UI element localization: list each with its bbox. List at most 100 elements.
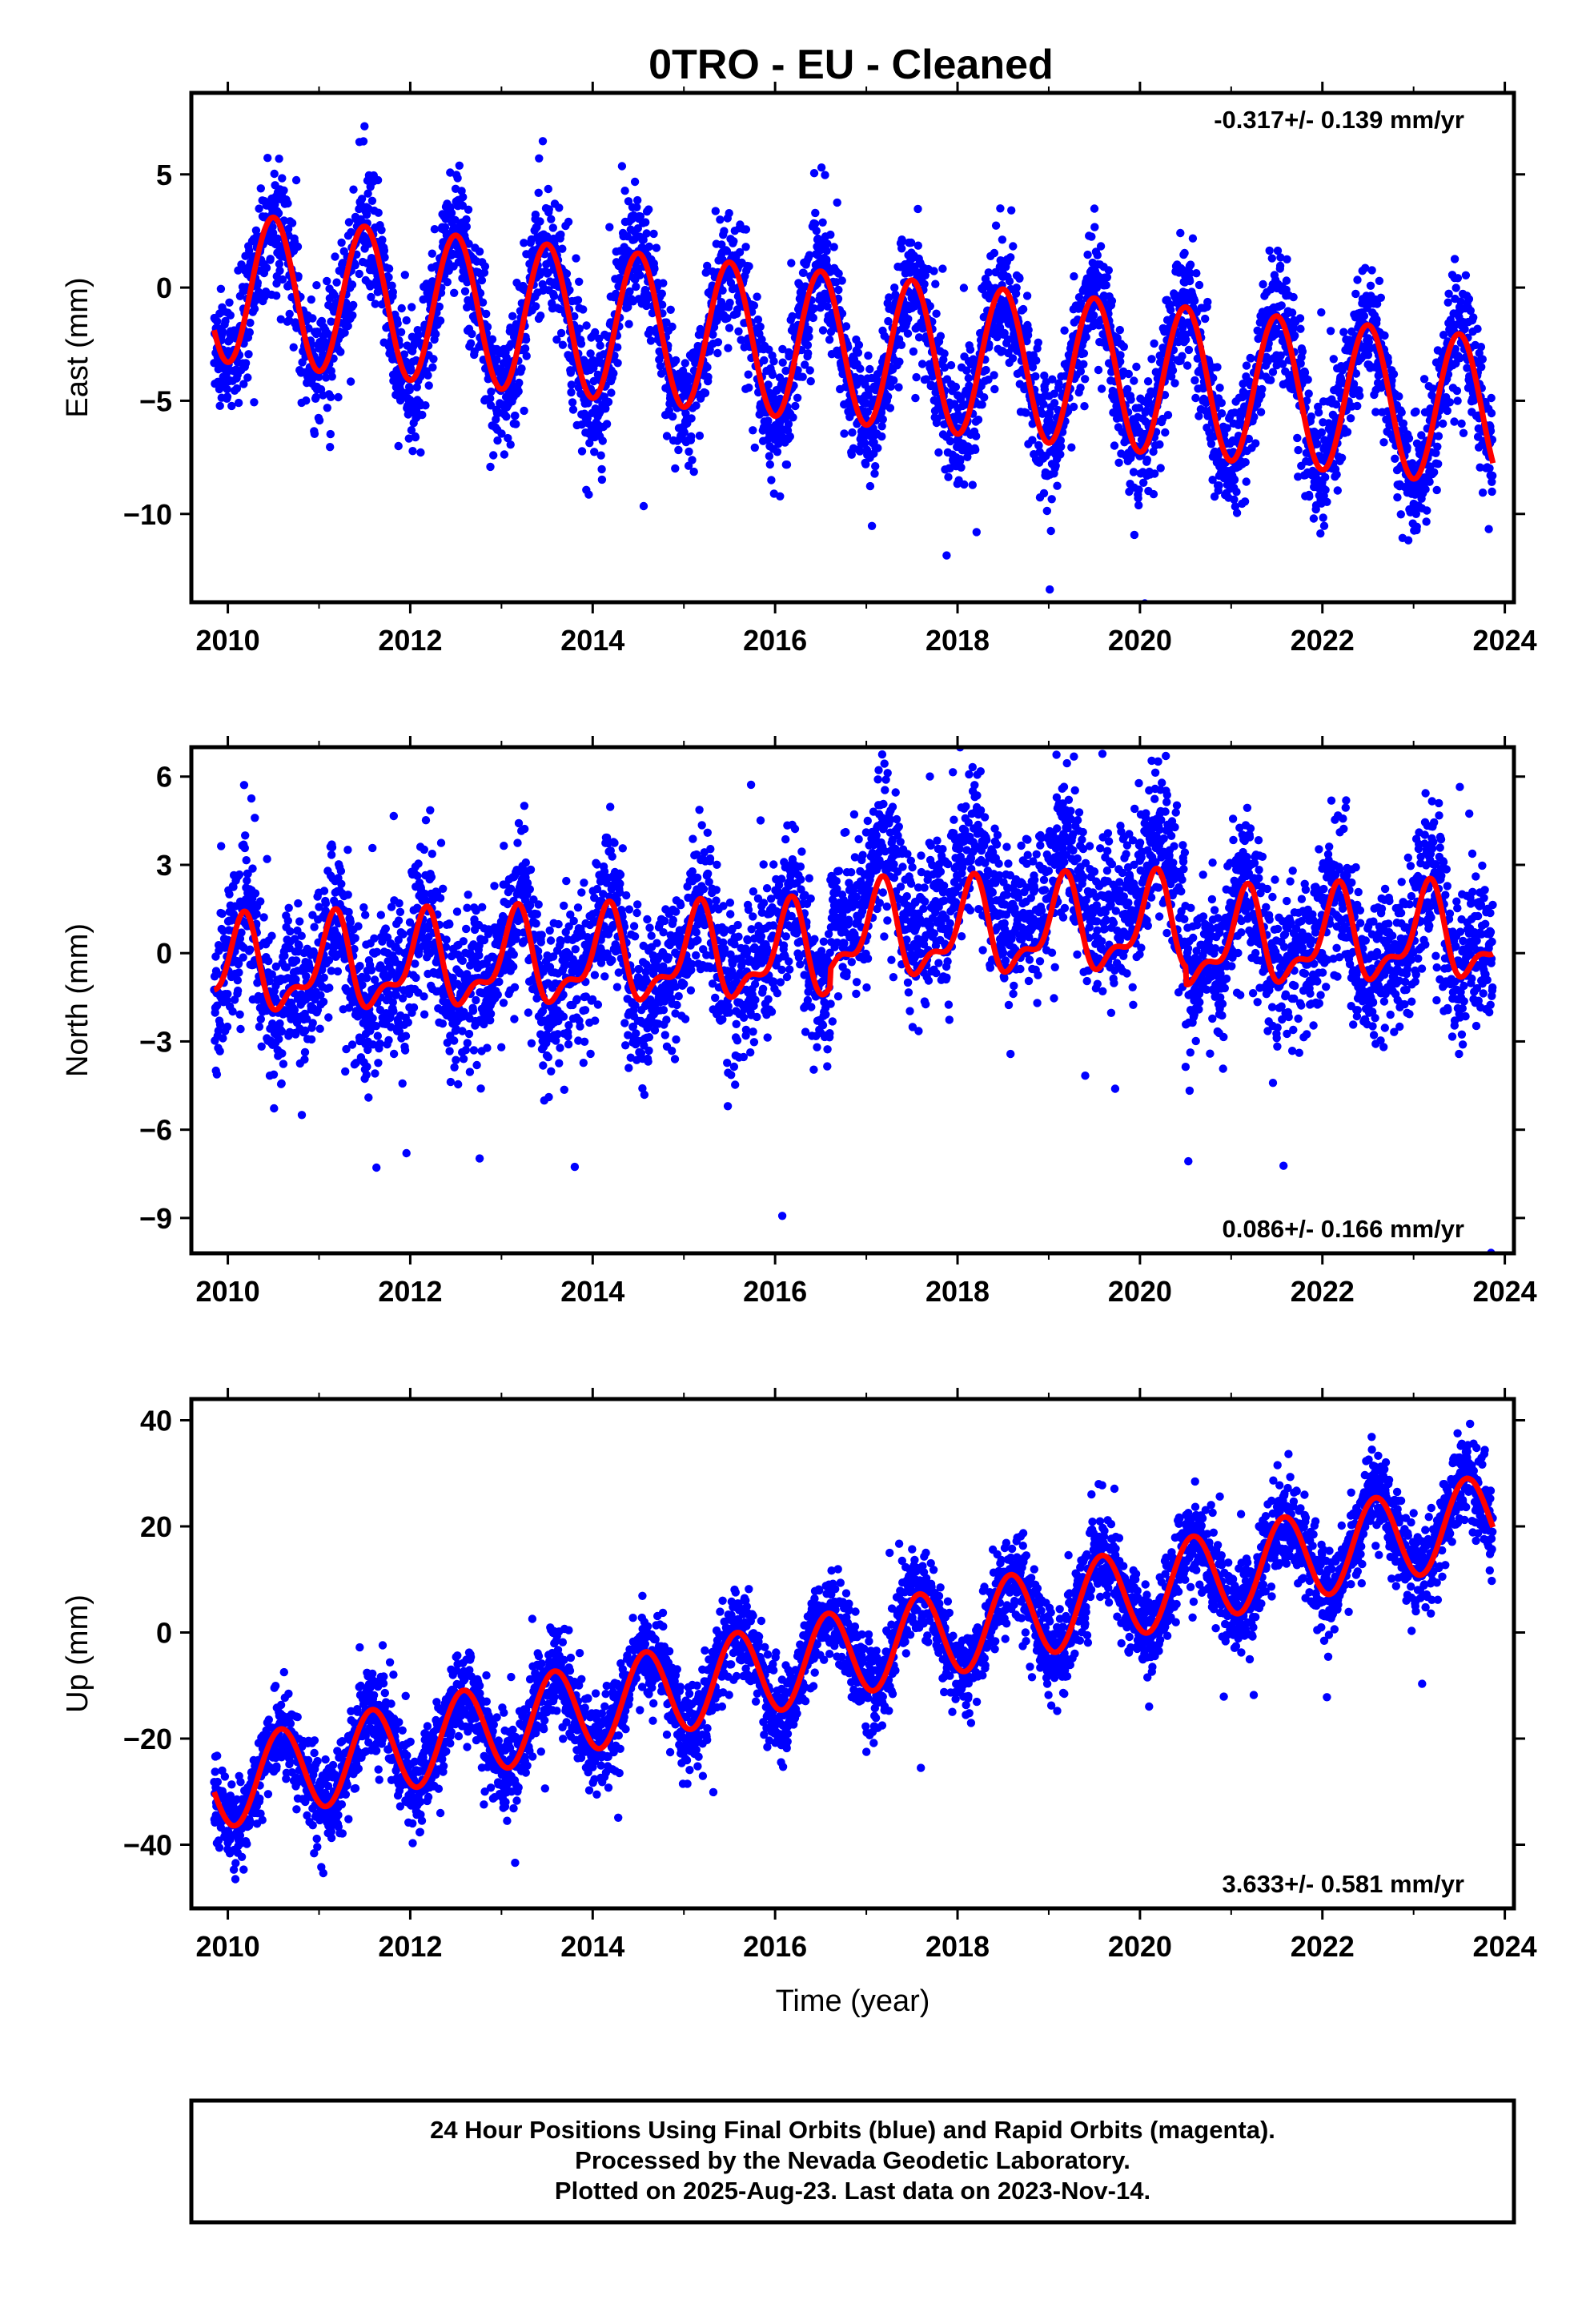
data-point bbox=[256, 184, 265, 193]
data-point bbox=[1359, 312, 1369, 320]
data-point bbox=[701, 388, 710, 397]
data-point bbox=[1082, 332, 1090, 342]
data-point bbox=[659, 279, 668, 287]
data-point bbox=[319, 887, 329, 895]
data-point bbox=[1119, 342, 1129, 352]
data-point bbox=[1009, 242, 1018, 251]
data-point bbox=[897, 244, 906, 253]
data-point bbox=[801, 360, 809, 369]
data-point bbox=[942, 551, 951, 560]
data-point bbox=[450, 288, 459, 297]
data-point bbox=[734, 327, 743, 336]
data-point bbox=[644, 205, 653, 214]
data-point bbox=[548, 223, 557, 232]
data-point bbox=[1081, 375, 1090, 384]
data-point bbox=[304, 324, 313, 333]
data-point bbox=[326, 443, 335, 452]
data-point bbox=[1134, 501, 1143, 510]
data-point bbox=[798, 372, 807, 381]
data-point bbox=[757, 335, 766, 344]
data-point bbox=[1303, 375, 1312, 384]
data-point bbox=[219, 1034, 227, 1043]
data-point bbox=[1389, 370, 1399, 379]
data-point bbox=[768, 370, 777, 380]
data-point bbox=[750, 443, 759, 452]
data-point bbox=[764, 416, 773, 425]
data-point bbox=[944, 472, 953, 481]
data-point bbox=[455, 161, 464, 170]
data-point bbox=[1459, 428, 1468, 437]
data-point bbox=[723, 314, 732, 323]
data-point bbox=[267, 931, 276, 940]
data-point bbox=[974, 415, 983, 424]
data-point bbox=[1267, 254, 1277, 263]
data-point bbox=[1321, 485, 1330, 494]
data-point bbox=[1434, 432, 1443, 440]
data-point bbox=[1443, 406, 1452, 416]
data-point bbox=[848, 428, 857, 437]
data-point bbox=[1421, 485, 1430, 494]
data-point bbox=[435, 302, 444, 312]
data-point bbox=[632, 282, 640, 292]
data-point bbox=[504, 433, 512, 443]
data-point bbox=[778, 344, 787, 354]
data-point bbox=[367, 196, 377, 205]
data-point bbox=[255, 1022, 264, 1031]
data-point bbox=[514, 387, 523, 396]
data-point bbox=[218, 328, 227, 336]
data-point bbox=[657, 300, 667, 309]
data-point bbox=[349, 185, 358, 194]
data-point bbox=[478, 298, 488, 307]
data-point bbox=[1087, 232, 1096, 241]
data-point bbox=[312, 281, 321, 290]
data-point bbox=[274, 209, 283, 218]
data-point bbox=[1259, 279, 1267, 289]
data-point bbox=[889, 376, 898, 385]
data-point bbox=[297, 1111, 307, 1120]
data-point bbox=[913, 241, 923, 250]
data-point bbox=[1201, 314, 1210, 324]
data-point bbox=[538, 137, 548, 146]
data-point bbox=[1461, 271, 1471, 279]
data-point bbox=[1379, 438, 1388, 447]
data-point bbox=[487, 387, 496, 396]
data-point bbox=[1168, 366, 1178, 375]
data-point bbox=[778, 358, 787, 367]
data-point bbox=[357, 195, 367, 203]
data-point bbox=[468, 329, 476, 339]
data-point bbox=[576, 340, 586, 348]
data-point bbox=[283, 199, 292, 208]
data-point bbox=[775, 373, 785, 382]
data-point bbox=[1307, 412, 1316, 421]
data-point bbox=[946, 436, 955, 446]
data-point bbox=[432, 330, 440, 339]
data-point bbox=[278, 1049, 287, 1058]
data-point bbox=[393, 319, 402, 328]
data-point bbox=[1015, 274, 1024, 283]
data-point bbox=[233, 975, 242, 985]
east-panel: 2010 2012 2014 2016 2018 2020 2022 202450−5−10E… bbox=[61, 82, 1537, 657]
data-point bbox=[1034, 338, 1043, 347]
data-point bbox=[837, 276, 846, 285]
data-point bbox=[932, 309, 941, 318]
data-point bbox=[536, 312, 545, 320]
data-point bbox=[544, 205, 553, 214]
data-point bbox=[1488, 471, 1497, 480]
data-point bbox=[971, 445, 980, 454]
data-point bbox=[379, 246, 389, 255]
data-point bbox=[278, 174, 287, 183]
data-point bbox=[424, 371, 432, 380]
data-point bbox=[1050, 399, 1059, 408]
data-point bbox=[904, 315, 913, 324]
data-point bbox=[709, 330, 717, 339]
data-point bbox=[1247, 354, 1255, 363]
data-point bbox=[1323, 497, 1331, 506]
data-point bbox=[787, 259, 796, 267]
data-point bbox=[590, 448, 599, 456]
data-point bbox=[275, 266, 284, 275]
data-point bbox=[283, 224, 293, 234]
data-point bbox=[613, 343, 622, 352]
data-point bbox=[240, 843, 249, 853]
data-point bbox=[756, 322, 765, 332]
data-point bbox=[1143, 377, 1153, 386]
